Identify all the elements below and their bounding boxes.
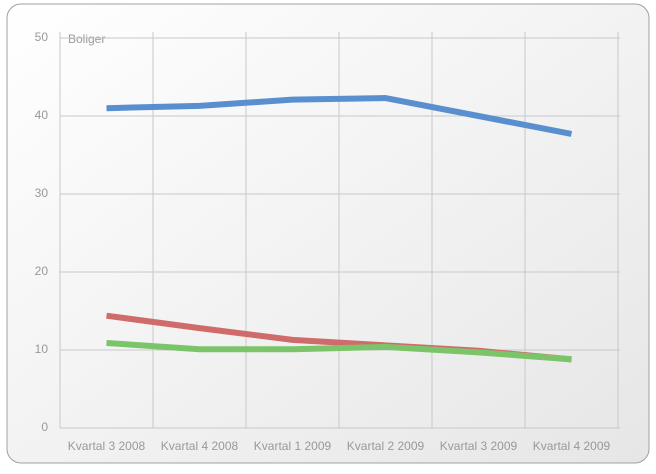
y-tick-label: 10 bbox=[35, 342, 49, 356]
line-series bbox=[106, 339, 572, 363]
x-tick-label: Kvartal 1 2009 bbox=[254, 439, 332, 453]
y-tick-label: 50 bbox=[35, 30, 49, 44]
line-series bbox=[106, 95, 573, 137]
x-tick-label: Kvartal 2 2009 bbox=[347, 439, 425, 453]
x-tick-label: Kvartal 4 2009 bbox=[533, 439, 611, 453]
y-tick-label: 20 bbox=[35, 264, 49, 278]
panel bbox=[6, 3, 650, 464]
y-tick-label: 0 bbox=[41, 420, 48, 434]
x-tick-label: Kvartal 4 2008 bbox=[161, 439, 239, 453]
x-tick-label: Kvartal 3 2009 bbox=[440, 439, 518, 453]
y-axis-label: Boliger bbox=[68, 32, 105, 46]
y-tick-label: 30 bbox=[35, 186, 49, 200]
y-tick-label: 40 bbox=[35, 108, 49, 122]
x-tick-label: Kvartal 3 2008 bbox=[68, 439, 146, 453]
